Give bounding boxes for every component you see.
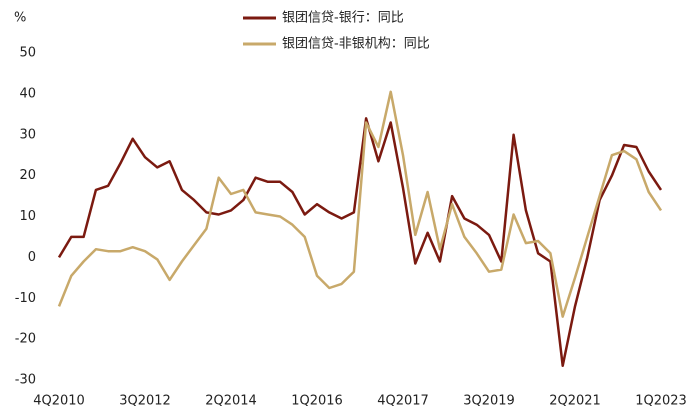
x-tick-label: 4Q2010 bbox=[33, 394, 85, 409]
y-tick-label: 40 bbox=[19, 86, 36, 101]
y-tick-label: 20 bbox=[19, 168, 36, 183]
series-line bbox=[57, 90, 663, 318]
x-tick-label: 2Q2014 bbox=[205, 394, 257, 409]
x-tick-label: 3Q2019 bbox=[463, 394, 515, 409]
y-tick-label: 50 bbox=[19, 46, 36, 61]
x-tick-label: 2Q2021 bbox=[549, 394, 601, 409]
x-tick-label: 4Q2017 bbox=[377, 394, 429, 409]
y-tick-label: 10 bbox=[19, 209, 36, 224]
series-line bbox=[57, 117, 663, 367]
y-tick-label: 30 bbox=[19, 127, 36, 142]
y-tick-label: -30 bbox=[15, 373, 36, 388]
legend-label: 银团信贷-非银机构：同比 bbox=[282, 37, 430, 52]
legend-label: 银团信贷-银行：同比 bbox=[282, 11, 404, 26]
y-tick-label: 0 bbox=[28, 250, 36, 265]
x-tick-label: 1Q2023 bbox=[635, 394, 687, 409]
y-tick-label: -10 bbox=[15, 291, 36, 306]
x-tick-label: 1Q2016 bbox=[291, 394, 343, 409]
y-axis-unit: % bbox=[14, 11, 26, 26]
x-tick-label: 3Q2012 bbox=[119, 394, 171, 409]
y-tick-label: -20 bbox=[15, 332, 36, 347]
